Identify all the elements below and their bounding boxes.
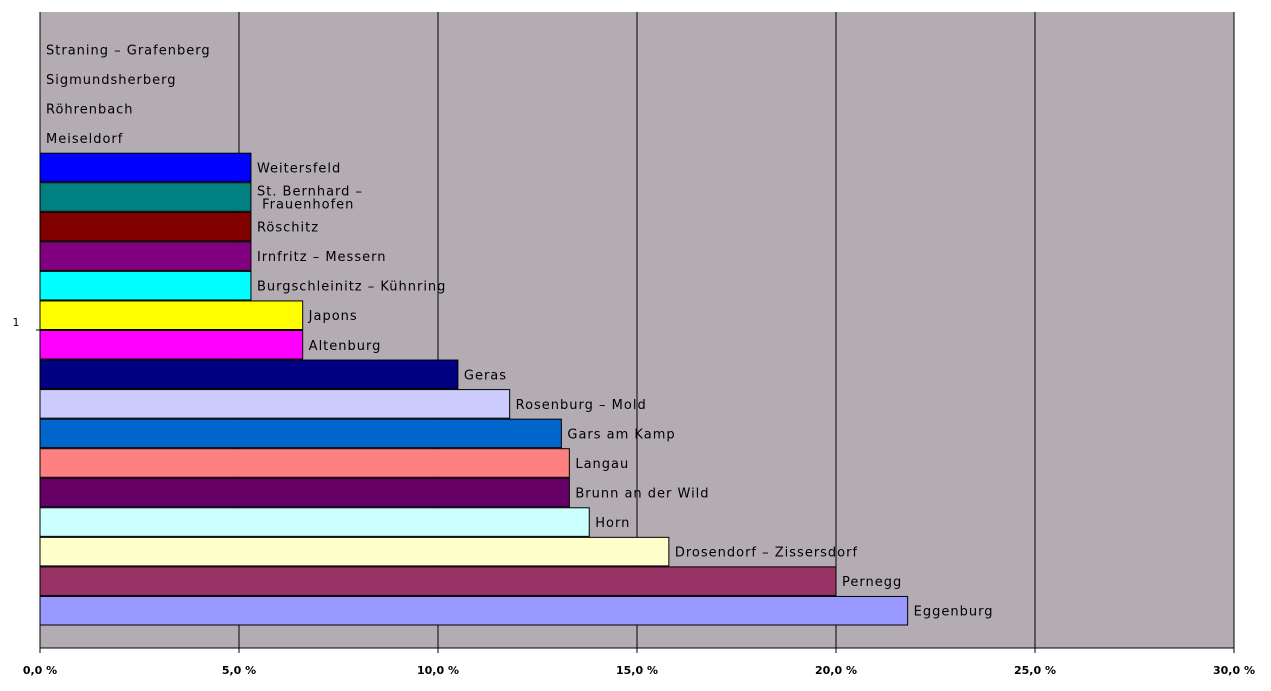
- x-tick-label-6: 30,0 %: [1213, 664, 1255, 677]
- bar-label-8: Burgschleinitz – Kühnring: [257, 280, 447, 295]
- bar-16: [39, 507, 590, 537]
- x-tick-label-4: 20,0 %: [815, 664, 857, 677]
- bar-label-13: Gars am Kamp: [567, 427, 675, 442]
- bar-10: [39, 330, 304, 360]
- bar-15: [39, 477, 570, 508]
- x-tick-labels: 0,0 % 5,0 % 10,0 % 15,0 % 20,0 % 25,0 % 30,0 %: [23, 664, 1255, 677]
- bars: [39, 152, 909, 626]
- bar-5: [39, 182, 252, 212]
- x-tick-label-3: 15,0 %: [616, 664, 658, 677]
- bar-label-18: Pernegg: [842, 575, 902, 590]
- bar-label-17: Drosendorf – Zissersdorf: [675, 546, 858, 561]
- bar-label-1: Sigmundsherberg: [46, 73, 176, 88]
- bar-11: [39, 359, 459, 390]
- bar-label-3: Meiseldorf: [46, 132, 123, 147]
- bar-label-15: Brunn an der Wild: [575, 487, 709, 502]
- bar-label-7: Irnfritz – Messern: [257, 250, 387, 265]
- bar-7: [39, 241, 252, 271]
- bar-label-0: Straning – Grafenberg: [46, 43, 211, 58]
- y-category-label: 1: [13, 316, 20, 329]
- x-tick-label-2: 10,0 %: [417, 664, 459, 677]
- grid-lines: [238, 12, 1235, 648]
- bar-label-9: Japons: [308, 309, 358, 324]
- x-tick-label-5: 25,0 %: [1014, 664, 1056, 677]
- bar-label-12: Rosenburg – Mold: [516, 398, 647, 413]
- bar-label-16: Horn: [595, 516, 630, 531]
- bar-17: [39, 536, 670, 567]
- bar-6: [39, 211, 252, 242]
- bar-4: [39, 152, 252, 183]
- x-tick-label-0: 0,0 %: [23, 664, 57, 677]
- bar-14: [39, 448, 570, 478]
- bar-label-10: Altenburg: [309, 339, 382, 354]
- bar-label-4: Weitersfeld: [257, 161, 341, 176]
- bar-19: [39, 595, 909, 626]
- x-tick-label-1: 5,0 %: [222, 664, 256, 677]
- bar-label-2: Röhrenbach: [46, 102, 134, 117]
- bar-8: [39, 270, 252, 301]
- bar-label-11: Geras: [464, 368, 507, 383]
- bar-18: [39, 566, 837, 596]
- axes: [36, 12, 1235, 653]
- bar-label-6: Röschitz: [257, 221, 319, 236]
- bar-label-14: Langau: [575, 457, 629, 472]
- bar-label-19: Eggenburg: [914, 605, 994, 620]
- bar-13: [39, 418, 562, 449]
- bar-label-5: St. Bernhard – Frauenhofen: [257, 185, 363, 213]
- bar-12: [39, 389, 511, 419]
- bar-labels: Straning – Grafenberg Sigmundsherberg Röhr…: [46, 43, 994, 620]
- bar-9: [39, 300, 304, 331]
